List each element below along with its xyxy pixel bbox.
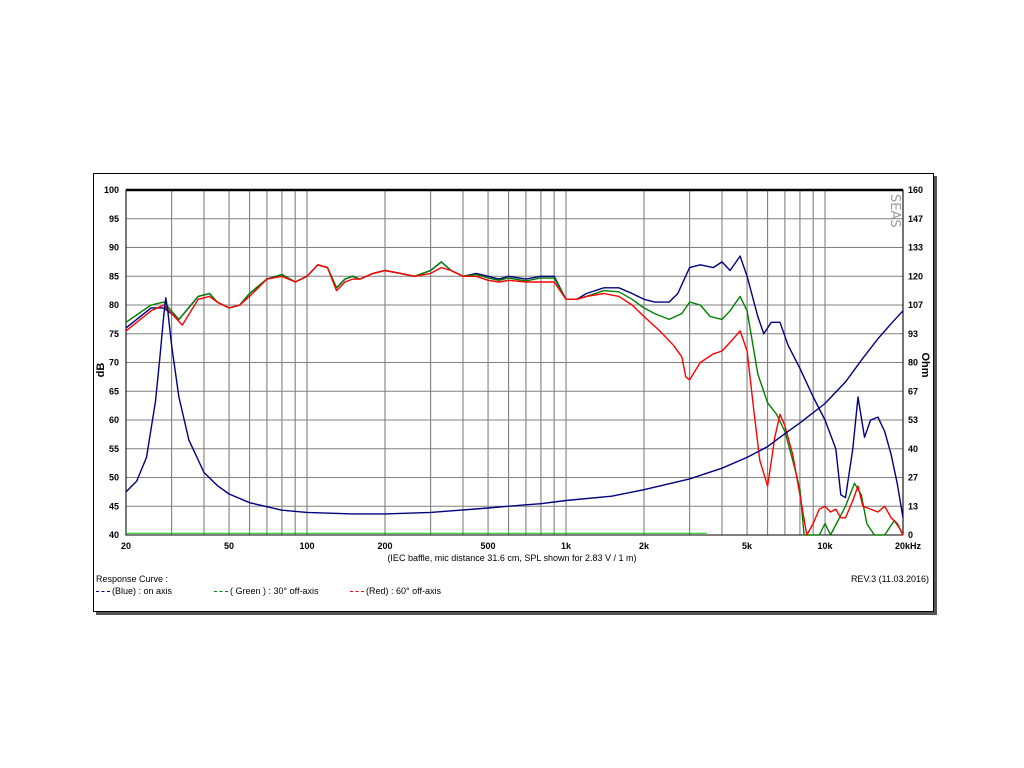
x-tick-label: 5k (742, 541, 753, 551)
y-tick-label: 40 (109, 530, 119, 540)
y-right-tick-label: 133 (908, 243, 923, 253)
x-tick-label: 20kHz (895, 541, 922, 551)
y-tick-label: 50 (109, 473, 119, 483)
y-right-tick-label: 147 (908, 214, 923, 224)
x-tick-label: 50 (224, 541, 234, 551)
legend-label: (Blue) : on axis (112, 586, 173, 596)
watermark-text: SEAS (887, 194, 902, 228)
legend-label: ( Green ) : 30° off-axis (230, 586, 319, 596)
legend-label: (Red) : 60° off-axis (366, 586, 441, 596)
x-tick-label: 100 (300, 541, 315, 551)
x-tick-label: 200 (377, 541, 392, 551)
y-tick-label: 55 (109, 444, 119, 454)
y-tick-label: 100 (104, 185, 119, 195)
y-right-tick-label: 67 (908, 386, 918, 396)
y-right-tick-label: 0 (908, 530, 913, 540)
legend-swatch-green (214, 591, 228, 593)
series-line-3 (125, 297, 904, 515)
legend-swatch-red (350, 591, 364, 593)
grid (125, 188, 904, 536)
revision-label: REV.3 (11.03.2016) (850, 574, 929, 584)
y-right-tick-label: 27 (908, 473, 918, 483)
data-series (125, 255, 904, 536)
y-right-tick-label: 53 (908, 415, 918, 425)
y-tick-label: 60 (109, 415, 119, 425)
legend-item-on-axis: (Blue) : on axis (96, 586, 172, 596)
y-right-tick-label: 160 (908, 185, 923, 195)
axis-labels: SEAS 100 95 90 85 80 75 70 65 60 55 50 45 40 160 147 133… (95, 185, 931, 551)
y-tick-label: 75 (109, 329, 119, 339)
legend-item-60-off-axis: (Red) : 60° off-axis (350, 586, 441, 596)
series-line-2 (125, 264, 904, 536)
y-tick-label: 90 (109, 243, 119, 253)
x-tick-label: 500 (481, 541, 496, 551)
y-right-tick-label: 93 (908, 329, 918, 339)
y-tick-label: 70 (109, 358, 119, 368)
y-right-tick-label: 80 (908, 358, 918, 368)
y-tick-label: 95 (109, 214, 119, 224)
x-tick-label: 1k (561, 541, 572, 551)
y-axis-title: dB (95, 363, 107, 378)
legend-swatch-blue (96, 591, 110, 593)
y-tick-label: 65 (109, 386, 119, 396)
y-tick-label: 45 (109, 501, 119, 511)
y-tick-label: 80 (109, 300, 119, 310)
y-right-tick-label: 120 (908, 271, 923, 281)
y-right-tick-label: 40 (908, 444, 918, 454)
y-right-axis-title: Ohm (919, 352, 931, 377)
legend-title: Response Curve : (96, 574, 169, 584)
x-tick-label: 2k (639, 541, 650, 551)
x-tick-label: 20 (121, 541, 131, 551)
y-right-tick-label: 107 (908, 300, 923, 310)
y-tick-label: 85 (109, 271, 119, 281)
x-tick-label: 10k (818, 541, 834, 551)
measurement-note: (IEC baffle, mic distance 31.6 cm, SPL s… (387, 553, 637, 563)
y-right-tick-label: 13 (908, 501, 918, 511)
legend-item-30-off-axis: ( Green ) : 30° off-axis (214, 586, 318, 596)
